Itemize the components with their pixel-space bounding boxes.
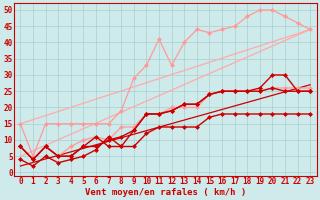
X-axis label: Vent moyen/en rafales ( km/h ): Vent moyen/en rafales ( km/h ): [85, 188, 246, 197]
